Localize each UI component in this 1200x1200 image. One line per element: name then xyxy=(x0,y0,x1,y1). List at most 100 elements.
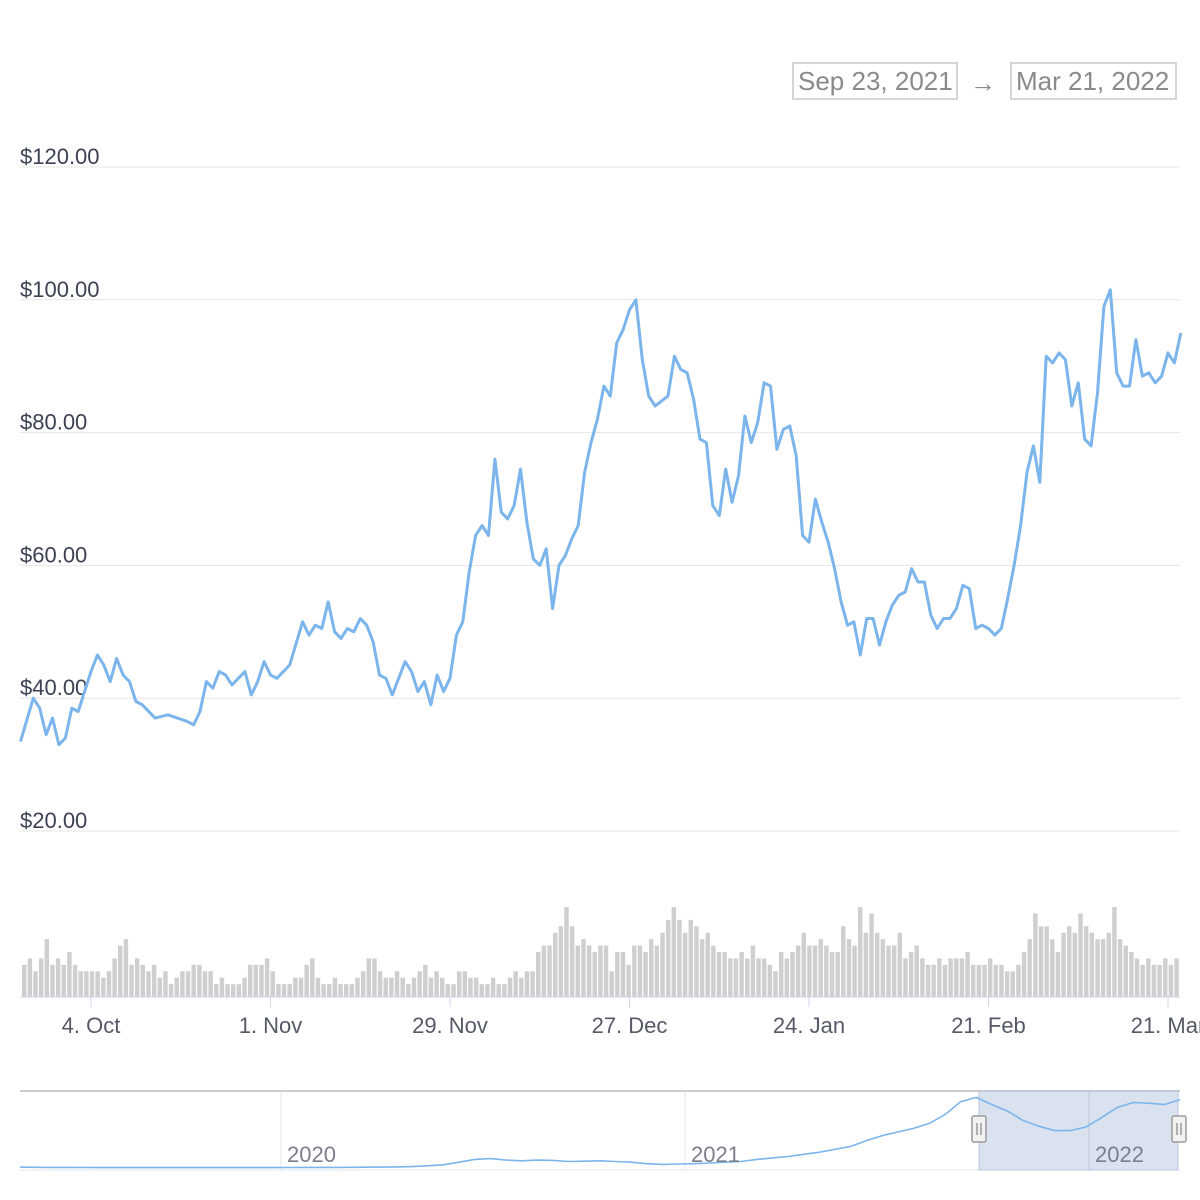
volume-bar xyxy=(903,958,908,997)
volume-bar xyxy=(1146,958,1151,997)
volume-bar xyxy=(852,945,857,997)
x-tick-label: 21. Mar xyxy=(1131,1013,1200,1038)
volume-bar xyxy=(598,945,603,997)
volume-bar xyxy=(649,939,654,997)
volume-bar xyxy=(541,945,547,997)
volume-bar xyxy=(795,945,801,997)
volume-bar xyxy=(394,971,400,997)
volume-bar xyxy=(959,958,965,997)
volume-bar xyxy=(519,977,524,997)
volume-bar xyxy=(84,971,89,997)
volume-bar xyxy=(835,952,840,997)
volume-bar xyxy=(134,958,140,997)
y-tick-label: $20.00 xyxy=(20,808,87,833)
volume-bar xyxy=(654,945,660,997)
volume-bar xyxy=(954,958,959,997)
volume-bar xyxy=(315,977,321,997)
volume-bar xyxy=(1163,958,1168,997)
volume-bar xyxy=(151,964,157,997)
volume-bar xyxy=(55,958,61,997)
navigator-year-label: 2021 xyxy=(691,1142,740,1167)
volume-bar xyxy=(33,971,38,997)
volume-bar xyxy=(440,977,445,997)
navigator-right-handle[interactable] xyxy=(1171,1115,1187,1143)
volume-bar xyxy=(722,952,727,997)
x-tick-label: 21. Feb xyxy=(951,1013,1026,1038)
volume-bar xyxy=(699,939,705,997)
x-tick-label: 29. Nov xyxy=(412,1013,488,1038)
navigator[interactable]: 2020 2021 2022 xyxy=(19,1090,1187,1171)
x-tick-label: 24. Jan xyxy=(773,1013,845,1038)
volume-bar xyxy=(343,984,349,997)
volume-bar xyxy=(524,971,530,997)
range-from-input[interactable] xyxy=(792,62,958,100)
volume-bar xyxy=(1004,971,1010,997)
range-to-input[interactable] xyxy=(1010,62,1177,100)
volume-bar xyxy=(801,932,806,997)
volume-bar xyxy=(163,971,168,997)
volume-bar xyxy=(603,945,609,997)
volume-bar xyxy=(970,964,976,997)
volume-bar xyxy=(807,945,812,997)
volume-bar xyxy=(750,945,756,997)
volume-bar xyxy=(174,977,179,997)
volume-bar xyxy=(575,945,581,997)
volume-bar xyxy=(411,977,417,997)
volume-bar xyxy=(1157,964,1162,997)
volume-bar xyxy=(790,952,795,997)
volume-bar xyxy=(937,958,942,997)
price-series-line[interactable] xyxy=(19,288,1183,747)
volume-bar xyxy=(1033,913,1038,997)
volume-bar xyxy=(1016,964,1021,997)
y-tick-label: $60.00 xyxy=(20,542,87,567)
volume-bar xyxy=(609,971,614,997)
volume-bar xyxy=(253,964,259,997)
volume-bar xyxy=(473,977,479,997)
volume-bar xyxy=(383,977,388,997)
volume-bar xyxy=(214,984,219,997)
volume-bar xyxy=(496,984,501,997)
volume-bar xyxy=(310,958,315,997)
volume-bar xyxy=(287,984,292,997)
volume-bar xyxy=(637,945,643,997)
y-axis: $120.00 $100.00 $80.00 $60.00 $40.00 $20… xyxy=(20,144,100,833)
volume-bar xyxy=(106,971,112,997)
volume-bar xyxy=(920,958,925,997)
volume-bar xyxy=(101,977,106,997)
volume-bar xyxy=(841,926,846,997)
volume-bar xyxy=(705,932,710,997)
navigator-left-handle[interactable] xyxy=(971,1115,987,1143)
volume-bar xyxy=(812,945,818,997)
volume-bar xyxy=(914,945,919,997)
volume-bar xyxy=(372,958,377,997)
volume-bar xyxy=(485,984,490,997)
volume-bar xyxy=(298,977,304,997)
volume-bar xyxy=(869,913,874,997)
volume-bar xyxy=(925,964,931,997)
grid-lines xyxy=(20,166,1180,832)
volume-bar xyxy=(1151,964,1157,997)
volume-bar xyxy=(1038,926,1044,997)
volume-bar xyxy=(355,977,360,997)
navigator-selected-range[interactable] xyxy=(978,1090,1179,1171)
volume-bar xyxy=(185,971,191,997)
volume-bar xyxy=(999,964,1004,997)
volume-bar xyxy=(321,984,326,997)
volume-bar xyxy=(434,971,439,997)
volume-bar xyxy=(891,945,897,997)
volume-bar xyxy=(231,984,236,997)
volume-bar xyxy=(327,984,332,997)
x-tick-label: 27. Dec xyxy=(592,1013,668,1038)
volume-bar xyxy=(745,958,750,997)
volume-bar xyxy=(897,932,903,997)
volume-bar xyxy=(50,964,55,997)
volume-bar xyxy=(78,971,83,997)
volume-bar xyxy=(445,984,451,997)
volume-bar xyxy=(858,907,863,997)
volume-bar xyxy=(140,964,146,997)
volume-bar xyxy=(688,919,694,997)
volume-bar xyxy=(1129,952,1134,997)
volume-bar xyxy=(733,958,739,997)
volume-bar xyxy=(987,958,993,997)
volume-bar xyxy=(829,952,835,997)
